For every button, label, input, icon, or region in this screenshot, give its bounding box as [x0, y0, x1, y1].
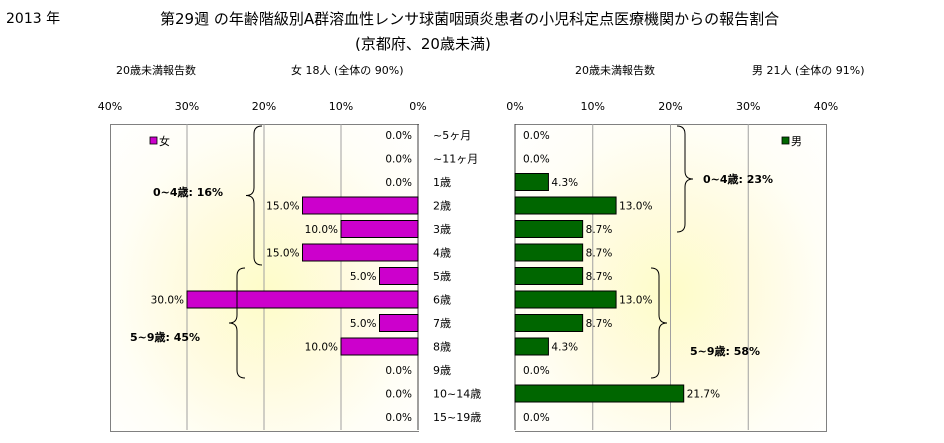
male-bar — [514, 173, 549, 191]
age-category-label: 15~19歳 — [433, 411, 481, 424]
male-value-label: 4.3% — [551, 177, 578, 189]
age-category-label: 8歳 — [433, 341, 451, 354]
female-tick-label: 10% — [329, 100, 353, 113]
female-value-label: 10.0% — [305, 224, 338, 236]
male-annotation-5-9: 5~9歳: 58% — [690, 344, 760, 358]
female-legend-swatch — [149, 136, 158, 145]
age-category-label: 6歳 — [433, 294, 451, 307]
female-bar — [379, 267, 419, 285]
female-value-label: 15.0% — [266, 248, 299, 260]
male-bar — [514, 314, 584, 332]
male-count-label: 20歳未満報告数 — [575, 64, 655, 77]
female-tick-label: 20% — [252, 100, 276, 113]
female-value-label: 10.0% — [305, 342, 338, 354]
male-value-label: 8.7% — [586, 318, 613, 330]
male-bar — [514, 196, 617, 215]
female-value-label: 15.0% — [266, 201, 299, 213]
age-category-label: 2歳 — [433, 200, 451, 213]
female-value-label: 30.0% — [151, 295, 184, 307]
male-bar — [514, 384, 685, 403]
male-value-label: 13.0% — [619, 295, 652, 307]
male-value-label: 4.3% — [551, 342, 578, 354]
male-bar — [514, 243, 584, 262]
age-category-label: 5歳 — [433, 270, 451, 283]
female-bar — [340, 220, 419, 238]
female-bar — [302, 196, 419, 215]
male-tick-label: 30% — [736, 100, 760, 113]
male-bar — [514, 290, 617, 309]
male-value-label: 21.7% — [687, 389, 720, 401]
female-bar — [379, 314, 419, 332]
female-count-label: 20歳未満報告数 — [116, 64, 196, 77]
year-label: 2013 年 — [6, 11, 61, 27]
female-value-label: 0.0% — [385, 130, 412, 142]
female-tick-label: 30% — [175, 100, 199, 113]
female-value-label: 0.0% — [385, 365, 412, 377]
female-tick-label: 0% — [409, 100, 426, 113]
female-brace-5-9 — [228, 267, 246, 379]
chart-subtitle: (京都府、20歳未満) — [355, 35, 491, 53]
female-value-label: 0.0% — [385, 389, 412, 401]
male-brace-0-4 — [676, 125, 694, 233]
male-count-value: 男 21人 (全体の 91%) — [752, 64, 865, 77]
female-value-label: 0.0% — [385, 177, 412, 189]
male-tick-label: 10% — [581, 100, 605, 113]
female-value-label: 5.0% — [350, 271, 377, 283]
female-count-value: 女 18人 (全体の 90%) — [291, 64, 404, 77]
male-tick-label: 0% — [506, 100, 523, 113]
male-tick-label: 20% — [658, 100, 682, 113]
male-value-label: 0.0% — [523, 130, 550, 142]
female-value-label: 0.0% — [385, 154, 412, 166]
age-category-label: 10~14歳 — [433, 388, 481, 401]
age-category-label: ~11ヶ月 — [433, 153, 478, 166]
male-bar — [514, 220, 584, 238]
male-value-label: 8.7% — [586, 271, 613, 283]
female-brace-0-4 — [245, 125, 263, 266]
chart-title: 第29週 の年齢階級別A群溶血性レンサ球菌咽頭炎患者の小児科定点医療機関からの報… — [160, 10, 780, 28]
age-category-label: 9歳 — [433, 364, 451, 377]
male-tick-label: 40% — [814, 100, 838, 113]
male-value-label: 13.0% — [619, 201, 652, 213]
male-brace-5-9 — [650, 267, 668, 379]
male-legend-label: 男 — [791, 135, 802, 148]
female-bar — [302, 243, 419, 262]
male-annotation-0-4: 0~4歳: 23% — [703, 172, 773, 186]
female-bar — [340, 337, 419, 356]
male-value-label: 8.7% — [586, 224, 613, 236]
male-value-label: 0.0% — [523, 412, 550, 424]
female-annotation-5-9: 5~9歳: 45% — [130, 330, 200, 344]
female-value-label: 0.0% — [385, 412, 412, 424]
age-category-label: 7歳 — [433, 317, 451, 330]
female-annotation-0-4: 0~4歳: 16% — [153, 185, 223, 199]
male-value-label: 8.7% — [586, 248, 613, 260]
female-bar — [186, 290, 419, 309]
age-category-label: 1歳 — [433, 176, 451, 189]
male-legend-swatch — [781, 136, 790, 145]
female-tick-label: 40% — [98, 100, 122, 113]
male-bar — [514, 267, 584, 285]
male-value-label: 0.0% — [523, 365, 550, 377]
female-legend-label: 女 — [159, 134, 170, 148]
age-category-label: 3歳 — [433, 223, 451, 236]
male-value-label: 0.0% — [523, 154, 550, 166]
male-bar — [514, 337, 549, 356]
female-value-label: 5.0% — [350, 318, 377, 330]
age-category-label: ~5ヶ月 — [433, 129, 471, 142]
age-category-label: 4歳 — [433, 247, 451, 260]
